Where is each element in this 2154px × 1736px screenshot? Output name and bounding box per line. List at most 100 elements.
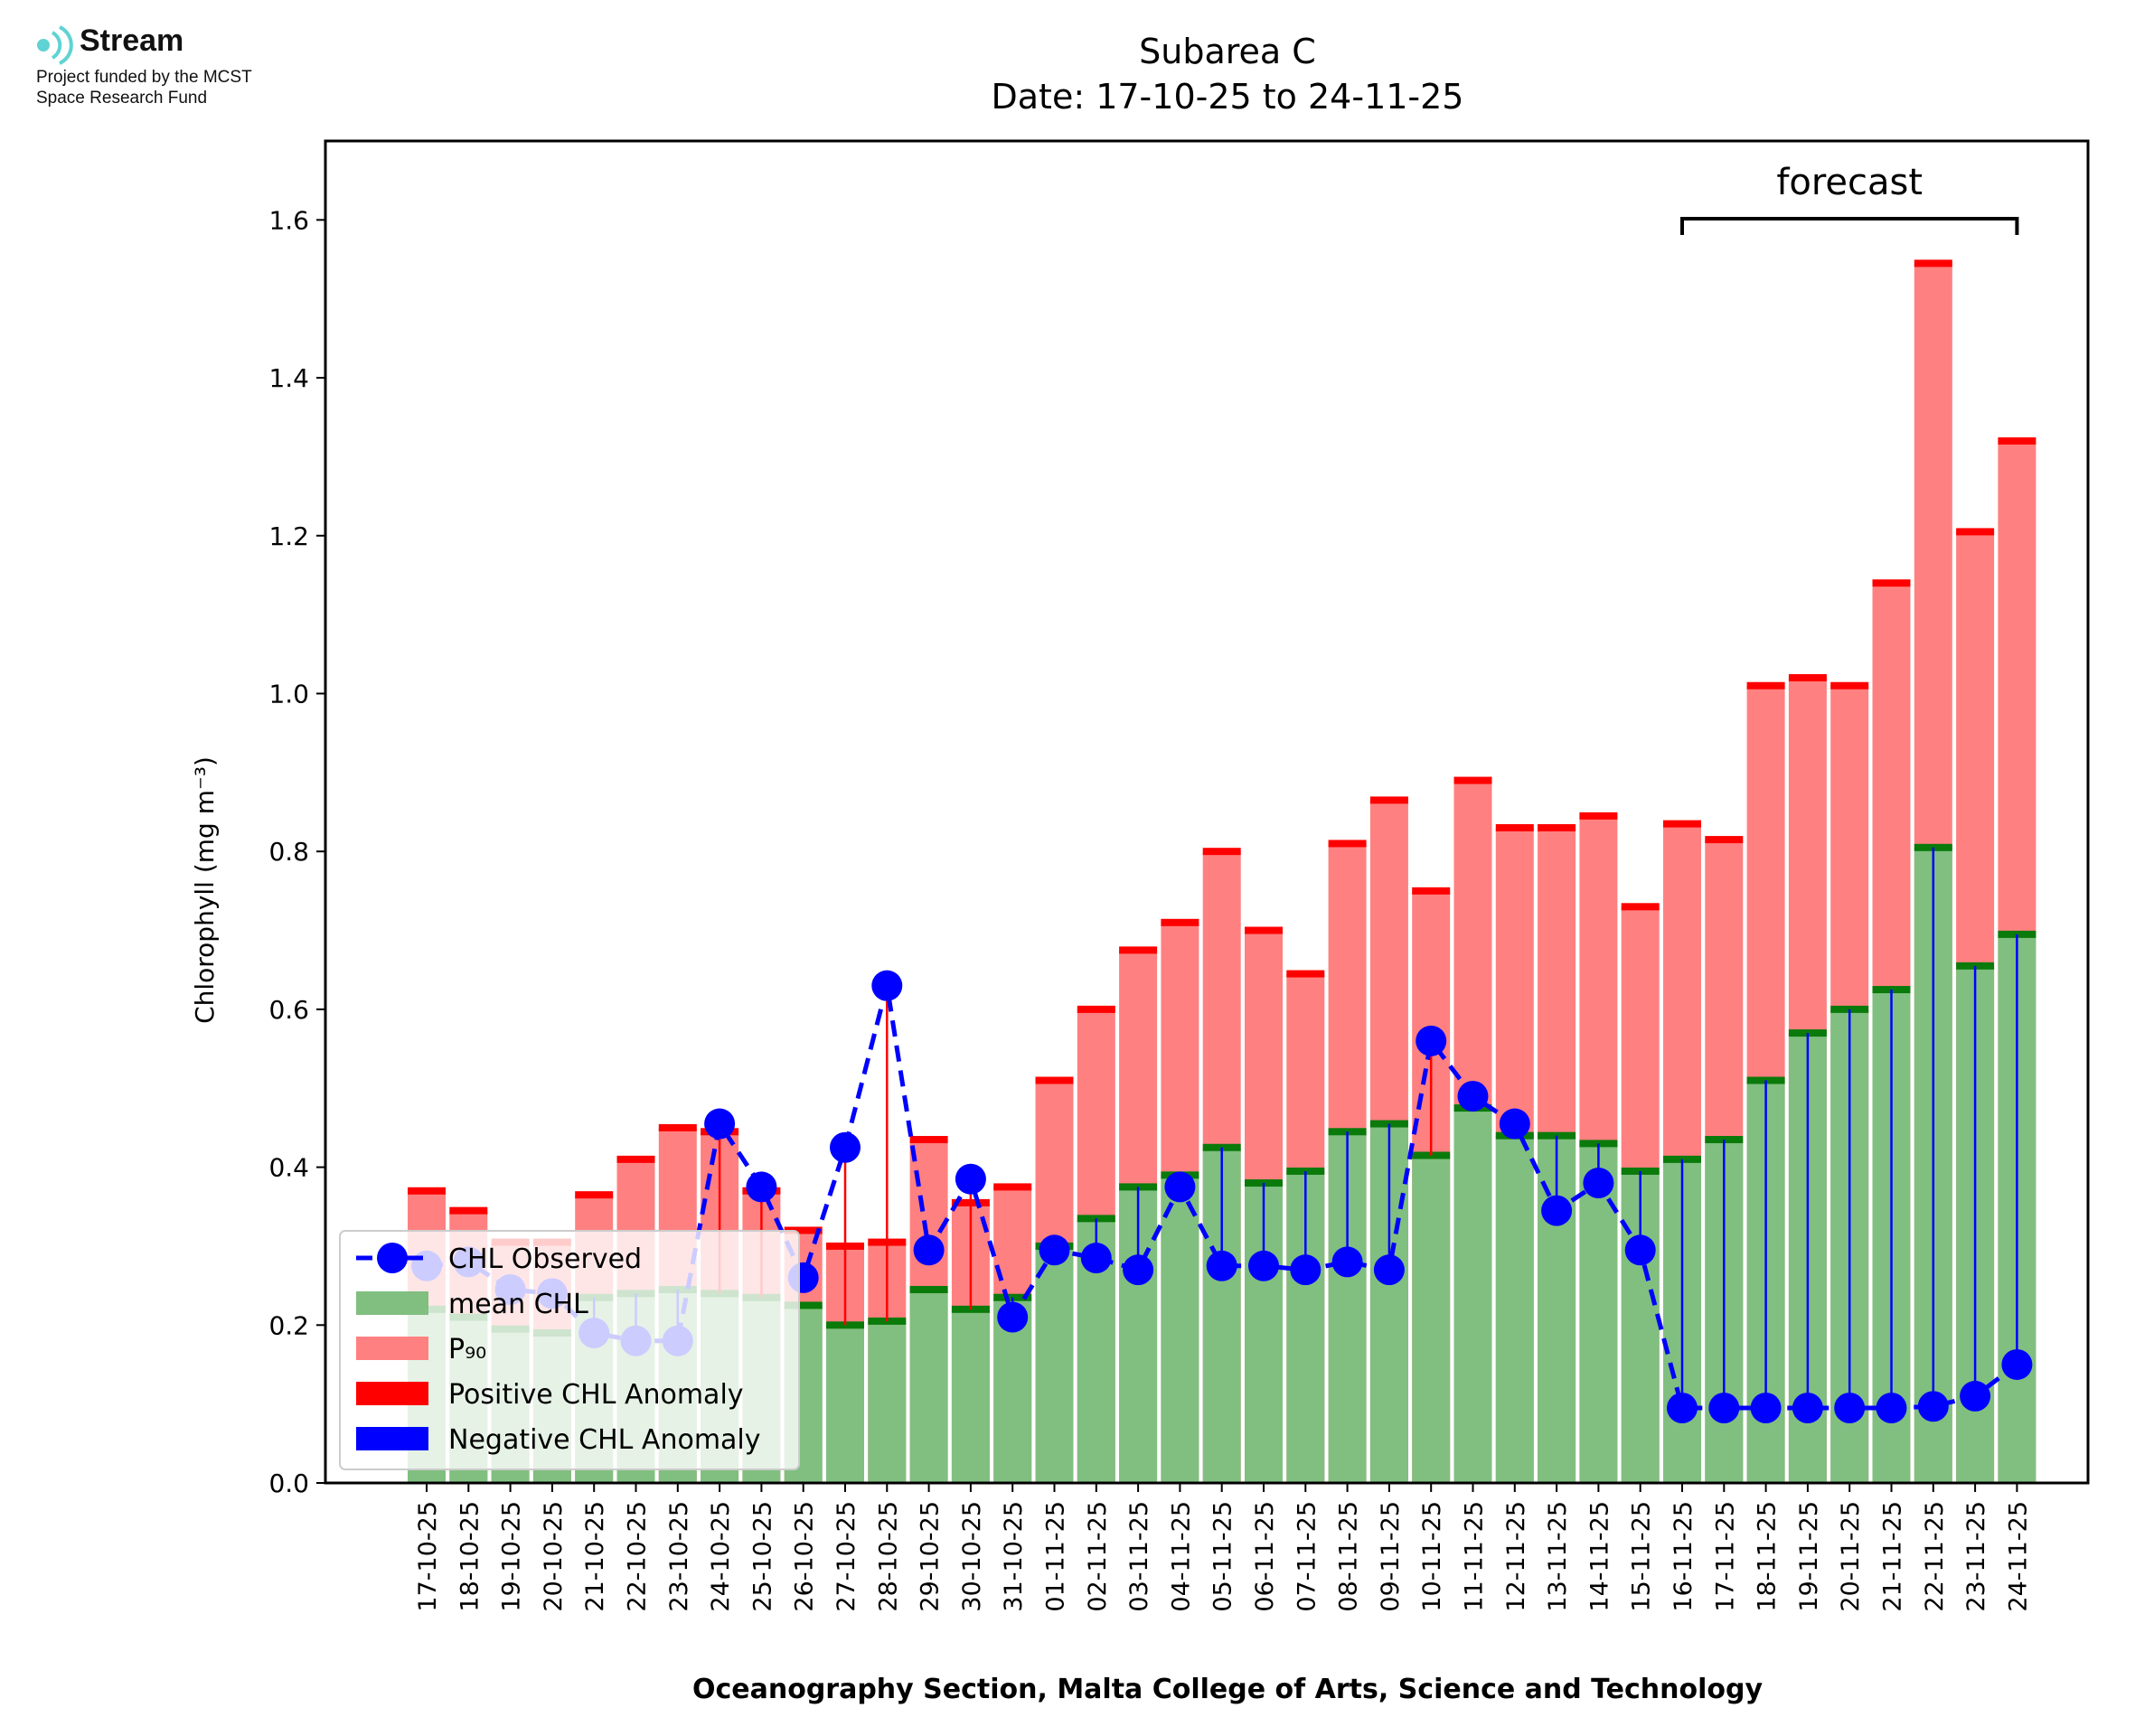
- legend-swatch-patch-neg: [356, 1427, 428, 1450]
- legend-label: Positive CHL Anomaly: [448, 1379, 744, 1411]
- p90-edge: [1245, 926, 1283, 934]
- y-axis-label: Chlorophyll (mg m⁻³): [190, 756, 220, 1024]
- x-tick-label: 19-11-25: [1795, 1501, 1823, 1612]
- x-tick-label: 22-11-25: [1921, 1501, 1949, 1612]
- y-tick-label: 1.0: [268, 679, 309, 708]
- x-tick-label: 28-10-25: [874, 1501, 902, 1612]
- x-tick-label: 24-11-25: [2004, 1501, 2032, 1612]
- x-tick-label: 22-10-25: [624, 1501, 652, 1612]
- p90-edge: [1830, 681, 1869, 690]
- observed-point: [704, 1108, 736, 1140]
- observed-point: [1416, 1025, 1447, 1056]
- x-tick-label: 03-11-25: [1125, 1501, 1153, 1612]
- p90-edge: [1705, 836, 1744, 844]
- x-tick-label: 05-11-25: [1209, 1501, 1237, 1612]
- logo-funding-line2: Space Research Fund: [36, 89, 208, 108]
- p90-edge: [1579, 812, 1618, 820]
- p90-edge: [1119, 946, 1158, 954]
- chart-title-line1: Subarea C: [1139, 32, 1316, 71]
- legend-swatch-patch-p90: [356, 1337, 428, 1360]
- x-tick-label: 26-10-25: [791, 1501, 819, 1612]
- p90-edge: [1453, 776, 1492, 784]
- x-tick-label: 21-10-25: [581, 1501, 609, 1612]
- observed-point: [1499, 1108, 1530, 1140]
- x-tick-label: 11-11-25: [1461, 1501, 1489, 1612]
- x-tick-label: 02-11-25: [1084, 1501, 1112, 1612]
- observed-point: [1080, 1243, 1112, 1274]
- p90-edge: [1286, 970, 1325, 978]
- observed-point: [1960, 1380, 1991, 1412]
- observed-point: [1206, 1250, 1237, 1281]
- legend-label: CHL Observed: [448, 1243, 642, 1275]
- mean-bar: [951, 1309, 990, 1483]
- x-tick-label: 24-10-25: [707, 1501, 735, 1612]
- p90-edge: [784, 1226, 823, 1234]
- logo-funding-line1: Project funded by the MCST: [36, 68, 252, 87]
- p90-edge: [1914, 259, 1952, 267]
- observed-point: [1667, 1393, 1698, 1424]
- observed-point: [1876, 1393, 1907, 1424]
- p90-edge: [1412, 887, 1451, 895]
- y-tick-label: 1.6: [268, 205, 309, 235]
- x-tick-label: 01-11-25: [1042, 1501, 1070, 1612]
- x-tick-label: 20-11-25: [1837, 1501, 1865, 1612]
- p90-edge: [1872, 579, 1911, 587]
- observed-point: [955, 1163, 986, 1195]
- observed-point: [1248, 1250, 1279, 1281]
- mean-bar: [1453, 1108, 1492, 1483]
- x-tick-label: 18-10-25: [456, 1501, 484, 1612]
- y-tick-label: 1.4: [268, 363, 309, 393]
- x-tick-label: 09-11-25: [1377, 1501, 1405, 1612]
- observed-point: [1373, 1254, 1405, 1286]
- x-tick-label: 29-10-25: [917, 1501, 945, 1612]
- mean-bar: [1035, 1245, 1074, 1483]
- p90-edge: [658, 1123, 697, 1131]
- observed-point: [1750, 1393, 1782, 1424]
- legend-box: [339, 1230, 800, 1470]
- observed-point: [1290, 1254, 1322, 1286]
- observed-point: [1164, 1171, 1196, 1203]
- forecast-bracket-line: [1680, 217, 2019, 235]
- x-tick-label: 07-11-25: [1293, 1501, 1321, 1612]
- p90-edge: [1369, 796, 1408, 804]
- p90-edge: [993, 1183, 1032, 1191]
- p90-edge: [449, 1206, 488, 1215]
- stream-logo: Stream Project funded by the MCST Space …: [33, 20, 340, 119]
- legend-label: mean CHL: [448, 1289, 588, 1320]
- p90-edge: [1328, 840, 1367, 848]
- p90-edge: [408, 1187, 446, 1195]
- mean-edge: [784, 1301, 823, 1309]
- p90-edge: [1035, 1076, 1074, 1084]
- y-axis: 0.0 0.2 0.4 0.6 0.8 1.0 1.2 1.4 1.6: [268, 205, 325, 1498]
- y-tick-label: 0.8: [268, 837, 309, 867]
- observed-point: [1583, 1168, 1614, 1199]
- p90-edge: [1495, 823, 1534, 831]
- x-tick-label: 12-11-25: [1502, 1501, 1530, 1612]
- p90-edge: [1161, 918, 1199, 926]
- mean-bar: [1495, 1135, 1534, 1483]
- mean-bar: [909, 1289, 948, 1483]
- p90-edge: [1538, 823, 1576, 831]
- observed-point: [997, 1301, 1029, 1333]
- mean-bar: [1161, 1175, 1199, 1483]
- observed-point: [1708, 1393, 1740, 1424]
- observed-point: [2001, 1348, 2033, 1380]
- observed-point: [1123, 1254, 1154, 1286]
- observed-point: [871, 970, 903, 1001]
- y-tick-label: 0.4: [268, 1153, 309, 1183]
- legend-label: P₉₀: [448, 1334, 486, 1365]
- x-tick-label: 10-11-25: [1418, 1501, 1446, 1612]
- observed-point: [1457, 1080, 1489, 1112]
- x-tick-label: 23-11-25: [1962, 1501, 1990, 1612]
- observed-point: [1917, 1391, 1949, 1422]
- mean-bar: [1412, 1155, 1451, 1483]
- p90-edge: [616, 1155, 655, 1163]
- x-tick-label: 19-10-25: [498, 1501, 526, 1612]
- observed-point: [830, 1131, 861, 1163]
- observed-point: [1541, 1195, 1573, 1226]
- x-tick-label: 31-10-25: [1000, 1501, 1028, 1612]
- x-tick-label: 18-11-25: [1754, 1501, 1782, 1612]
- forecast-label: forecast: [1776, 162, 1923, 203]
- observed-point: [1039, 1234, 1070, 1266]
